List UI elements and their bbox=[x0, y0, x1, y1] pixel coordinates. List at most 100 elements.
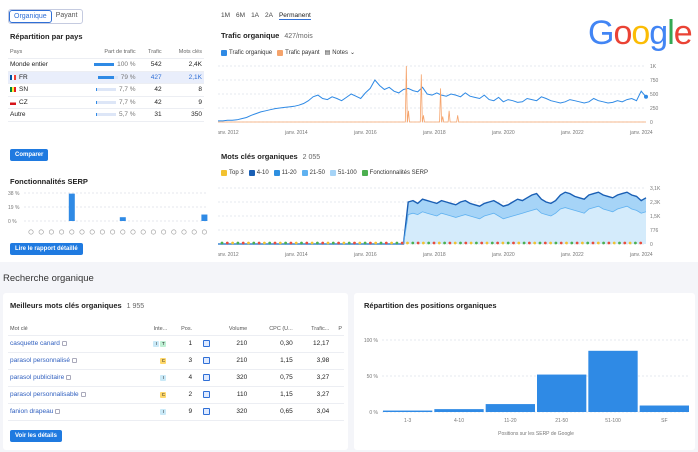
country-row[interactable]: Autre 5,7 % 31 350 bbox=[8, 108, 204, 122]
col-intent[interactable]: Inte... bbox=[139, 323, 170, 336]
serp-feature-icon[interactable] bbox=[38, 229, 44, 235]
country-row[interactable]: Monde entier 100 % 542 2,4K bbox=[8, 58, 204, 72]
traffic-type-toggle[interactable]: Organique Payant bbox=[8, 9, 83, 24]
serp-feature-icon[interactable] bbox=[203, 390, 211, 398]
serp-feature-icon[interactable] bbox=[28, 229, 34, 235]
serp-feature-bar[interactable] bbox=[68, 193, 75, 221]
flag-sn-icon bbox=[10, 87, 16, 93]
keyword-link[interactable]: parasol personnalisé bbox=[8, 352, 140, 370]
y-tick: 0 bbox=[650, 120, 653, 126]
keywords-chart-subtitle: 2 055 bbox=[302, 154, 321, 161]
legend-item[interactable]: 4-10 bbox=[248, 170, 269, 176]
legend-paid[interactable]: Trafic payant bbox=[277, 49, 320, 56]
keyword-link[interactable]: parasol publicitaire bbox=[8, 369, 140, 387]
country-traffic[interactable]: 42 bbox=[137, 83, 164, 97]
serp-preview-icon[interactable] bbox=[61, 340, 67, 346]
col-position[interactable]: Pos. bbox=[169, 323, 195, 336]
country-share: 7,7 % bbox=[70, 96, 138, 109]
keyword-link[interactable]: parasol personnalisable bbox=[8, 386, 140, 404]
legend-organic[interactable]: Trafic organique bbox=[221, 49, 272, 56]
country-row[interactable]: SN 7,7 % 42 8 bbox=[8, 83, 204, 97]
compare-button[interactable]: Comparer bbox=[10, 149, 49, 161]
keywords-line-11-20[interactable] bbox=[218, 205, 647, 245]
serp-feature-icon[interactable] bbox=[171, 229, 177, 235]
serp-feature-icon[interactable] bbox=[140, 229, 146, 235]
country-keywords[interactable]: 9 bbox=[163, 96, 204, 109]
keywords-area-21-50[interactable] bbox=[218, 206, 646, 244]
serp-feature-icon[interactable] bbox=[201, 229, 207, 235]
positions-title: Répartition des positions organiques bbox=[364, 301, 497, 310]
col-traffic[interactable]: Trafic bbox=[137, 46, 164, 59]
serp-feature-bar[interactable] bbox=[201, 214, 208, 221]
period-1a[interactable]: 1A bbox=[251, 12, 260, 19]
tab-paid[interactable]: Payant bbox=[55, 12, 78, 19]
col-keywords[interactable]: Mots clés bbox=[163, 46, 204, 59]
serp-feature-icon[interactable] bbox=[120, 229, 126, 235]
serp-feature-icon[interactable] bbox=[59, 229, 65, 235]
country-traffic[interactable]: 42 bbox=[137, 96, 164, 109]
keywords-chart: 3,1K 2,3K 1,5K 776 0 janv. 2012 janv. 2014 janv… bbox=[218, 186, 661, 258]
serp-feature-icon[interactable] bbox=[191, 229, 197, 235]
read-report-button[interactable]: Lire le rapport détaillé bbox=[10, 243, 83, 255]
paid-traffic-line[interactable] bbox=[218, 65, 646, 123]
position-bar[interactable] bbox=[588, 350, 638, 412]
serp-feature-icon[interactable] bbox=[79, 229, 85, 235]
serp-feature-icon[interactable] bbox=[130, 229, 136, 235]
serp-feature-bar[interactable] bbox=[119, 217, 126, 221]
serp-feature-icon[interactable] bbox=[203, 356, 211, 364]
col-p[interactable]: P bbox=[331, 323, 344, 336]
col-cpc[interactable]: CPC (U... bbox=[249, 323, 295, 336]
position-bar[interactable] bbox=[485, 404, 535, 412]
serp-feature-icon[interactable] bbox=[150, 229, 156, 235]
period-2a[interactable]: 2A bbox=[265, 12, 273, 19]
col-volume[interactable]: Volume bbox=[212, 323, 250, 336]
position-bar[interactable] bbox=[434, 409, 484, 412]
tab-organic[interactable]: Organique bbox=[9, 10, 52, 23]
serp-feature-icon[interactable] bbox=[110, 229, 116, 235]
legend-item[interactable]: 11-20 bbox=[273, 170, 297, 176]
country-traffic[interactable]: 427 bbox=[137, 71, 164, 84]
serp-feature-icon[interactable] bbox=[99, 229, 105, 235]
serp-feature-icon[interactable] bbox=[203, 339, 211, 347]
serp-feature-icon[interactable] bbox=[181, 229, 187, 235]
serp-feature-icon[interactable] bbox=[203, 407, 211, 415]
col-keyword[interactable]: Mot clé bbox=[8, 323, 140, 336]
x-tick: janv. 2012 bbox=[218, 252, 239, 258]
view-details-button[interactable]: Voir les détails bbox=[10, 430, 62, 442]
notes-dropdown[interactable]: ▤ Notes ⌄ bbox=[324, 49, 355, 57]
keyword-link[interactable]: fanion drapeau bbox=[8, 403, 140, 421]
country-keywords[interactable]: 350 bbox=[163, 108, 204, 122]
period-1m[interactable]: 1M bbox=[221, 12, 231, 19]
y-tick: 250 bbox=[650, 106, 659, 112]
serp-preview-icon[interactable] bbox=[71, 357, 77, 363]
legend-item[interactable]: Fonctionnalités SERP bbox=[361, 170, 428, 176]
keyword-link[interactable]: casquette canard bbox=[8, 335, 140, 353]
serp-feature-marker bbox=[374, 241, 378, 245]
serp-feature-icon[interactable] bbox=[48, 229, 54, 235]
period-permanent[interactable]: Permanent bbox=[278, 12, 311, 20]
col-share[interactable]: Part de trafic bbox=[70, 46, 138, 59]
country-traffic[interactable]: 542 bbox=[137, 58, 164, 72]
period-6m[interactable]: 6M bbox=[236, 12, 246, 19]
country-keywords[interactable]: 8 bbox=[163, 83, 204, 97]
col-traffic[interactable]: Trafic... bbox=[294, 323, 332, 336]
position-bar[interactable] bbox=[383, 410, 433, 412]
country-row[interactable]: CZ 7,7 % 42 9 bbox=[8, 96, 204, 109]
country-keywords[interactable]: 2,1K bbox=[163, 71, 204, 84]
country-row[interactable]: FR 79 % 427 2,1K bbox=[8, 71, 204, 84]
position-bar[interactable] bbox=[639, 405, 689, 412]
serp-preview-icon[interactable] bbox=[80, 391, 86, 397]
serp-preview-icon[interactable] bbox=[66, 374, 72, 380]
country-traffic[interactable]: 31 bbox=[137, 108, 164, 122]
serp-feature-icon[interactable] bbox=[89, 229, 95, 235]
organic-traffic-line[interactable] bbox=[218, 79, 647, 122]
serp-feature-icon[interactable] bbox=[161, 229, 167, 235]
serp-feature-icon[interactable] bbox=[203, 373, 211, 381]
serp-preview-icon[interactable] bbox=[55, 408, 61, 414]
serp-feature-icon[interactable] bbox=[69, 229, 75, 235]
position-bar[interactable] bbox=[537, 374, 587, 412]
legend-item[interactable]: 51-100 bbox=[329, 170, 357, 176]
country-keywords[interactable]: 2,4K bbox=[163, 58, 204, 72]
legend-item[interactable]: 21-50 bbox=[301, 170, 325, 176]
legend-item[interactable]: Top 3 bbox=[221, 170, 244, 176]
